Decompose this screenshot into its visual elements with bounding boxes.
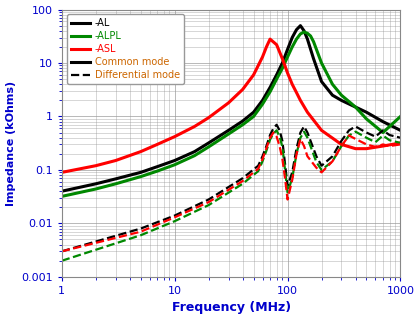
Legend: -AL, -ALPL, -ASL, Common mode, Differential mode: -AL, -ALPL, -ASL, Common mode, Different… bbox=[67, 14, 184, 84]
X-axis label: Frequency (MHz): Frequency (MHz) bbox=[171, 301, 291, 315]
Y-axis label: Impedance (kOhms): Impedance (kOhms) bbox=[5, 81, 16, 206]
